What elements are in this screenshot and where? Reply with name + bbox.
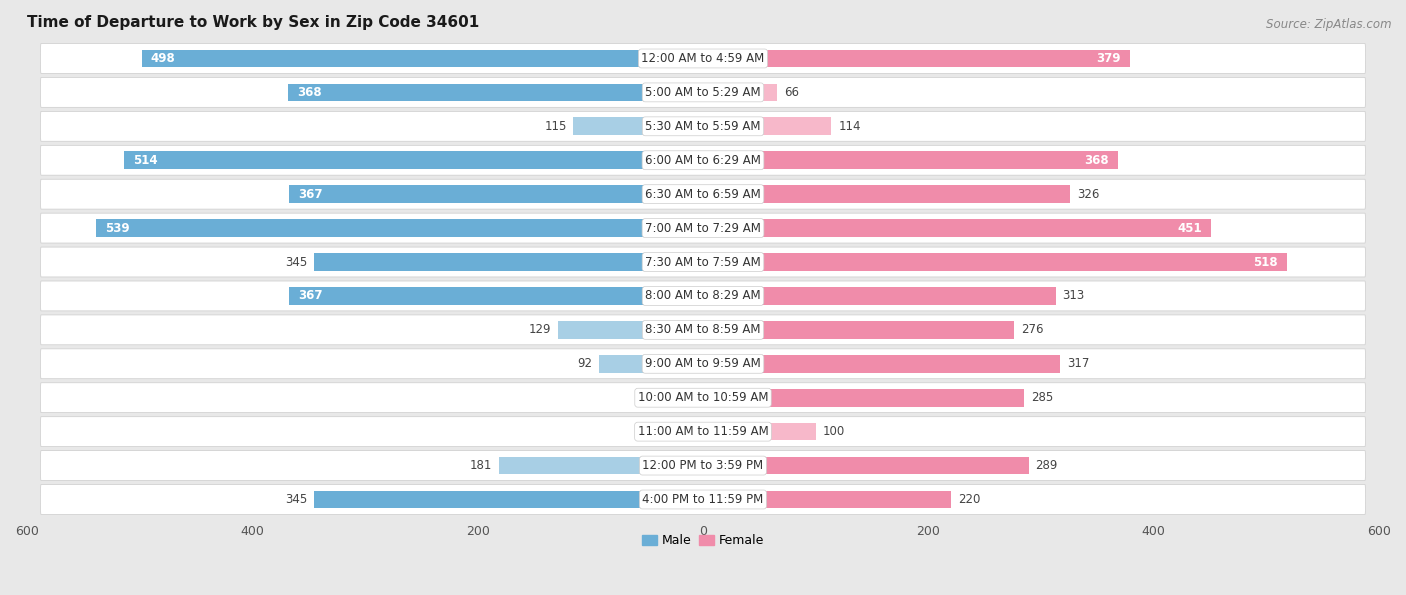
FancyBboxPatch shape	[41, 43, 1365, 73]
Text: 514: 514	[132, 154, 157, 167]
Text: 518: 518	[1253, 255, 1278, 268]
Text: 6:30 AM to 6:59 AM: 6:30 AM to 6:59 AM	[645, 187, 761, 201]
Bar	[703, 389, 1024, 406]
Text: 11:00 AM to 11:59 AM: 11:00 AM to 11:59 AM	[638, 425, 768, 438]
Text: 12:00 PM to 3:59 PM: 12:00 PM to 3:59 PM	[643, 459, 763, 472]
FancyBboxPatch shape	[41, 145, 1365, 175]
Text: 129: 129	[529, 323, 551, 336]
Text: 9:00 AM to 9:59 AM: 9:00 AM to 9:59 AM	[645, 357, 761, 370]
Bar	[290, 186, 703, 203]
Text: Source: ZipAtlas.com: Source: ZipAtlas.com	[1267, 18, 1392, 31]
Text: 345: 345	[285, 255, 308, 268]
Text: 8:00 AM to 8:29 AM: 8:00 AM to 8:29 AM	[645, 289, 761, 302]
FancyBboxPatch shape	[41, 247, 1365, 277]
Bar	[703, 83, 778, 101]
Text: 4:00 PM to 11:59 PM: 4:00 PM to 11:59 PM	[643, 493, 763, 506]
Text: 92: 92	[578, 357, 592, 370]
FancyBboxPatch shape	[41, 179, 1365, 209]
Bar	[703, 287, 1056, 305]
Text: 285: 285	[1031, 392, 1053, 404]
Text: 379: 379	[1097, 52, 1121, 65]
Text: 8:30 AM to 8:59 AM: 8:30 AM to 8:59 AM	[645, 323, 761, 336]
Bar	[142, 49, 703, 67]
Bar	[288, 83, 703, 101]
FancyBboxPatch shape	[41, 484, 1365, 515]
Text: 326: 326	[1077, 187, 1099, 201]
Text: 5:30 AM to 5:59 AM: 5:30 AM to 5:59 AM	[645, 120, 761, 133]
Bar	[703, 457, 1029, 474]
Text: 0: 0	[686, 392, 695, 404]
FancyBboxPatch shape	[41, 450, 1365, 481]
Text: 7:00 AM to 7:29 AM: 7:00 AM to 7:29 AM	[645, 221, 761, 234]
FancyBboxPatch shape	[41, 315, 1365, 345]
FancyBboxPatch shape	[41, 383, 1365, 413]
Bar	[703, 186, 1070, 203]
FancyBboxPatch shape	[41, 111, 1365, 141]
Bar	[703, 253, 1286, 271]
Text: 317: 317	[1067, 357, 1090, 370]
Bar	[574, 117, 703, 135]
Text: 5:00 AM to 5:29 AM: 5:00 AM to 5:29 AM	[645, 86, 761, 99]
FancyBboxPatch shape	[41, 281, 1365, 311]
Text: 368: 368	[1084, 154, 1109, 167]
Bar	[558, 321, 703, 339]
Text: 498: 498	[150, 52, 176, 65]
Text: 181: 181	[470, 459, 492, 472]
Bar	[290, 287, 703, 305]
Legend: Male, Female: Male, Female	[637, 529, 769, 552]
FancyBboxPatch shape	[41, 349, 1365, 379]
Text: 7:30 AM to 7:59 AM: 7:30 AM to 7:59 AM	[645, 255, 761, 268]
Text: Time of Departure to Work by Sex in Zip Code 34601: Time of Departure to Work by Sex in Zip …	[27, 15, 479, 30]
Text: 100: 100	[823, 425, 845, 438]
Text: 367: 367	[298, 289, 323, 302]
FancyBboxPatch shape	[41, 213, 1365, 243]
Bar	[703, 220, 1211, 237]
Text: 66: 66	[785, 86, 799, 99]
Bar	[315, 253, 703, 271]
Bar	[499, 457, 703, 474]
Text: 539: 539	[104, 221, 129, 234]
Bar	[703, 355, 1060, 372]
Bar	[703, 423, 815, 440]
Text: 114: 114	[838, 120, 860, 133]
FancyBboxPatch shape	[41, 416, 1365, 447]
Bar	[703, 151, 1118, 169]
Text: 12:00 AM to 4:59 AM: 12:00 AM to 4:59 AM	[641, 52, 765, 65]
Bar	[599, 355, 703, 372]
FancyBboxPatch shape	[41, 77, 1365, 107]
Bar	[703, 117, 831, 135]
Text: 345: 345	[285, 493, 308, 506]
Text: 115: 115	[544, 120, 567, 133]
Text: 276: 276	[1021, 323, 1043, 336]
Text: 313: 313	[1063, 289, 1084, 302]
Bar	[703, 491, 950, 508]
Bar	[666, 423, 703, 440]
Text: 367: 367	[298, 187, 323, 201]
Text: 6:00 AM to 6:29 AM: 6:00 AM to 6:29 AM	[645, 154, 761, 167]
Bar	[703, 321, 1014, 339]
Bar	[315, 491, 703, 508]
Text: 289: 289	[1035, 459, 1057, 472]
Text: 451: 451	[1178, 221, 1202, 234]
Text: 220: 220	[957, 493, 980, 506]
Bar	[124, 151, 703, 169]
Text: 10:00 AM to 10:59 AM: 10:00 AM to 10:59 AM	[638, 392, 768, 404]
Text: 33: 33	[644, 425, 659, 438]
Bar	[703, 49, 1130, 67]
Bar	[96, 220, 703, 237]
Text: 368: 368	[297, 86, 322, 99]
